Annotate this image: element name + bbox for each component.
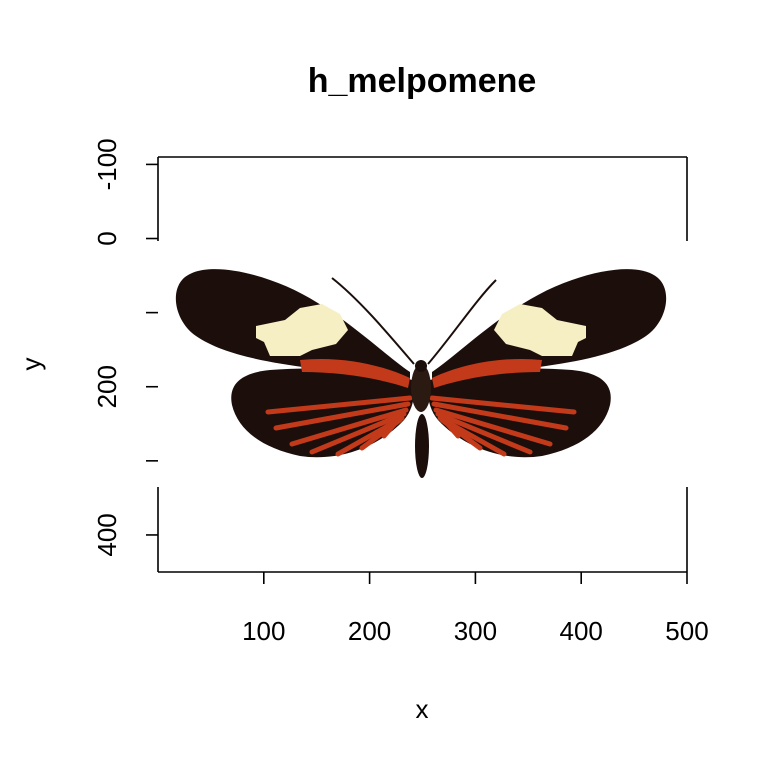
right-forewing-red-band: [432, 358, 542, 388]
left-hindwing-red-rays: [265, 395, 413, 457]
butterfly-image: [158, 238, 687, 491]
x-axis: 100 200 300 400 500: [242, 572, 709, 646]
red-ray: [429, 395, 577, 415]
x-tick-label: 200: [348, 616, 391, 646]
butterfly-abdomen: [415, 414, 429, 478]
left-cream-patch: [256, 304, 348, 356]
y-axis: -100 0 200 400: [92, 138, 158, 557]
red-ray: [289, 407, 409, 447]
left-forewing-red-band: [300, 358, 410, 388]
red-ray: [381, 417, 401, 439]
x-axis-label: x: [416, 694, 429, 724]
x-tick-label: 100: [242, 616, 285, 646]
butterfly-thorax: [411, 364, 431, 412]
red-ray: [431, 401, 569, 431]
right-cream-patch: [494, 304, 586, 356]
y-axis-label: y: [16, 358, 46, 371]
chart-title: h_melpomene: [308, 62, 537, 100]
y-tick-label: 0: [92, 231, 122, 245]
y-tick-label: 200: [92, 365, 122, 408]
red-ray: [265, 395, 413, 415]
red-ray: [435, 411, 533, 455]
x-tick-label: 300: [454, 616, 497, 646]
right-antenna: [427, 279, 497, 365]
red-ray: [441, 417, 461, 439]
x-tick-label: 500: [665, 616, 708, 646]
plot-frame: [157, 156, 688, 573]
y-tick-label: -100: [92, 138, 122, 190]
x-tick-label: 400: [560, 616, 603, 646]
red-ray: [309, 411, 407, 455]
red-ray: [433, 407, 553, 447]
right-hindwing-red-rays: [429, 395, 577, 457]
red-ray: [273, 401, 411, 431]
left-antenna: [331, 277, 415, 365]
y-tick-label: 400: [92, 513, 122, 556]
butterfly-head: [415, 360, 427, 372]
